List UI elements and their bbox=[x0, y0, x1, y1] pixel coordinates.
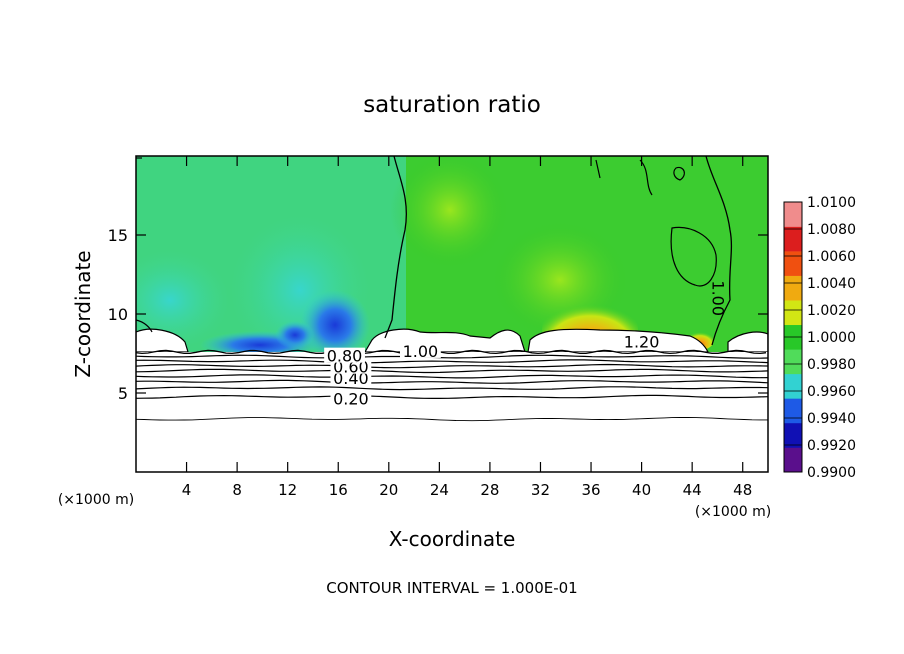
colorbar-swatch bbox=[784, 349, 802, 375]
contour-label-bg bbox=[400, 342, 441, 358]
subcloud-contour-line bbox=[136, 386, 768, 391]
contour-label: 1.20 bbox=[624, 332, 660, 351]
saturation-contour-1 bbox=[384, 156, 407, 339]
saturation-contour-2 bbox=[705, 156, 733, 346]
contour-label-bg bbox=[330, 390, 372, 406]
contour-label: 1.00 bbox=[403, 342, 439, 361]
colorbar-swatch bbox=[784, 422, 802, 448]
contour-labels: 0.200.400.600.80 1.00 1.201.00 bbox=[324, 280, 727, 408]
x-axis-label: X-coordinate bbox=[389, 527, 516, 551]
colorbar-swatch bbox=[784, 226, 802, 252]
colorbar-swatch bbox=[784, 300, 802, 326]
colorbar-label: 1.0020 bbox=[807, 303, 856, 319]
colorbar-label: 0.9980 bbox=[807, 357, 856, 373]
contour-label: 1.00 bbox=[708, 280, 727, 316]
cloud-base-contour bbox=[136, 349, 767, 355]
contour-interval-note: CONTOUR INTERVAL = 1.000E-01 bbox=[326, 579, 577, 597]
subcloud-contour-line bbox=[136, 374, 768, 379]
colorbar-swatch bbox=[784, 447, 802, 473]
x-tick-label: 36 bbox=[581, 481, 600, 499]
colorbar-label: 1.0080 bbox=[807, 222, 856, 238]
y-tick-label: 15 bbox=[108, 226, 128, 245]
y-unit-label: (×1000 m) bbox=[58, 492, 134, 508]
x-tick-label: 32 bbox=[531, 481, 550, 499]
colorbar-swatch bbox=[784, 251, 802, 276]
x-tick-label: 12 bbox=[278, 481, 297, 499]
subcloud-contours bbox=[136, 349, 768, 422]
blue-pocket-mid bbox=[275, 321, 315, 349]
y-tick-label: 5 bbox=[118, 384, 128, 403]
colorbar-swatch bbox=[784, 373, 802, 399]
colorbar-label: 0.9940 bbox=[807, 411, 856, 427]
y-axis-ticks: 5 10 15 bbox=[108, 226, 768, 403]
x-axis-ticks: 4 8 12 16 20 24 28 32 36 40 44 48 bbox=[182, 156, 752, 499]
y-tick-label: 10 bbox=[108, 305, 128, 324]
subcloud-contour-line bbox=[136, 417, 768, 422]
colorbar-label: 0.9920 bbox=[807, 438, 856, 454]
cloud-layer-far-right bbox=[727, 331, 768, 353]
saturation-field bbox=[136, 156, 768, 472]
x-tick-label: 16 bbox=[329, 481, 348, 499]
chart-title: saturation ratio bbox=[363, 92, 541, 118]
contour-label-bg bbox=[621, 333, 662, 349]
x-unit-label: (×1000 m) bbox=[695, 504, 771, 520]
x-tick-label: 4 bbox=[182, 481, 192, 499]
x-tick-label: 48 bbox=[733, 481, 752, 499]
colorbar-label: 0.9960 bbox=[807, 384, 856, 400]
saturation-contour-5 bbox=[673, 166, 685, 181]
saturation-contour-3 bbox=[670, 226, 717, 287]
contour-label-group: 1.00 bbox=[708, 280, 727, 316]
y-axis-label: Z-coordinate bbox=[71, 250, 95, 377]
x-tick-label: 44 bbox=[683, 481, 702, 499]
subcloud-contour-line bbox=[136, 354, 768, 359]
subcloud-contour-line bbox=[136, 394, 768, 399]
subcloud-contour-line bbox=[136, 359, 768, 364]
colorbar-label: 1.0040 bbox=[807, 276, 856, 292]
contour-label-bg bbox=[324, 347, 365, 363]
colorbar-label: 1.0000 bbox=[807, 330, 856, 346]
colorbar-label: 1.0100 bbox=[807, 195, 856, 211]
colorbar-label: 0.9900 bbox=[807, 465, 856, 481]
x-tick-label: 8 bbox=[232, 481, 242, 499]
colorbar-label: 1.0060 bbox=[807, 249, 856, 265]
colorbar: 0.9900 0.9920 0.9940 0.9960 0.9980 1.0000 1.00… bbox=[783, 195, 856, 481]
colorbar-swatch bbox=[784, 398, 802, 424]
x-tick-label: 24 bbox=[430, 481, 449, 499]
saturation-contour-7 bbox=[136, 319, 153, 333]
cloud-layer-center bbox=[363, 328, 526, 353]
contour-label: 0.20 bbox=[333, 389, 369, 408]
subcloud-contour-line bbox=[136, 363, 768, 369]
saturation-contour-6 bbox=[595, 159, 601, 179]
x-tick-label: 20 bbox=[379, 481, 398, 499]
bright-green-upper bbox=[390, 156, 510, 270]
x-tick-label: 28 bbox=[480, 481, 499, 499]
colorbar-swatch bbox=[784, 275, 802, 301]
contour-label: 0.80 bbox=[327, 347, 363, 366]
cloud-layer-left bbox=[136, 328, 189, 353]
subcloud-contour-line bbox=[136, 368, 768, 374]
cyan-plume-left bbox=[136, 250, 230, 350]
subcloud-contour-line bbox=[136, 379, 768, 384]
x-tick-label: 40 bbox=[632, 481, 651, 499]
cloud-layer-right bbox=[527, 328, 709, 353]
colorbar-swatch bbox=[784, 202, 802, 227]
